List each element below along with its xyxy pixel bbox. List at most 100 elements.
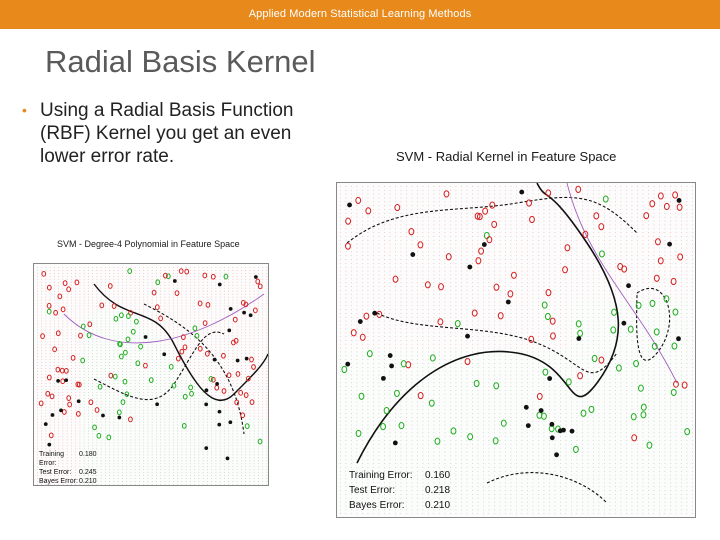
background-grid	[340, 186, 693, 515]
grid-dot	[45, 335, 47, 337]
grid-dot	[113, 269, 115, 271]
grid-dot	[54, 469, 55, 471]
grid-dot	[117, 454, 119, 456]
grid-dot	[37, 445, 38, 447]
grid-dot	[177, 397, 179, 399]
grid-dot	[75, 344, 77, 346]
grid-dot	[160, 380, 162, 381]
grid-dot	[164, 380, 166, 381]
grid-dot	[190, 272, 191, 274]
grid-dot	[139, 394, 140, 396]
grid-dot	[190, 269, 191, 271]
grid-dot	[356, 486, 358, 488]
grid-dot	[177, 374, 179, 375]
grid-dot	[177, 380, 179, 381]
grid-dot	[367, 459, 369, 461]
grid-dot	[66, 439, 68, 441]
grid-dot	[105, 281, 106, 283]
grid-dot	[202, 317, 204, 319]
grid-dot	[207, 341, 208, 343]
grid-dot	[378, 189, 380, 191]
grid-dot	[45, 445, 47, 447]
grid-dot	[151, 311, 153, 313]
grid-dot	[345, 328, 347, 330]
grid-dot	[88, 350, 89, 352]
grid-dot	[258, 341, 259, 343]
grid-dot	[219, 365, 221, 366]
grid-dot	[75, 451, 77, 453]
grid-dot	[215, 347, 217, 349]
grid-dot	[113, 341, 115, 343]
grid-dot	[173, 403, 174, 405]
grid-dot	[219, 341, 221, 343]
red-observation	[163, 272, 168, 279]
grid-dot	[151, 374, 153, 375]
grid-dot	[202, 448, 204, 450]
grid-dot	[100, 430, 102, 432]
grid-dot	[164, 442, 166, 444]
grid-dot	[113, 326, 115, 328]
grid-dot	[156, 374, 157, 375]
grid-dot	[241, 293, 242, 295]
grid-dot	[249, 356, 251, 358]
green-observation	[208, 376, 214, 382]
red-observation	[235, 371, 241, 377]
grid-dot	[249, 472, 251, 474]
grid-dot	[249, 430, 251, 432]
grid-dot	[211, 368, 213, 369]
grid-dot	[362, 216, 363, 218]
grid-dot	[139, 383, 140, 384]
grid-dot	[384, 309, 385, 310]
grid-dot	[113, 356, 115, 358]
grid-dot	[168, 314, 170, 316]
grid-dot	[173, 308, 174, 310]
grid-dot	[232, 320, 234, 322]
grid-dot	[139, 463, 140, 465]
grid-dot	[164, 454, 166, 456]
grid-dot	[71, 427, 72, 429]
grid-dot	[113, 320, 115, 322]
grid-dot	[253, 356, 255, 358]
grid-dot	[105, 427, 106, 429]
grid-dot	[378, 205, 380, 207]
grid-dot	[58, 400, 60, 402]
grid-dot	[168, 436, 170, 438]
grid-dot	[378, 470, 380, 472]
grid-dot	[236, 383, 238, 384]
grid-dot	[177, 296, 179, 298]
grid-dot	[177, 481, 179, 482]
grid-dot	[113, 311, 115, 313]
grid-dot	[79, 267, 81, 268]
grid-dot	[190, 418, 191, 420]
grid-dot	[130, 427, 132, 429]
grid-dot	[160, 478, 162, 480]
grid-dot	[122, 386, 123, 387]
grid-dot	[62, 436, 64, 438]
grid-dot	[181, 391, 183, 393]
grid-dot	[173, 406, 174, 408]
grid-dot	[164, 281, 166, 283]
grid-dot	[130, 350, 132, 352]
grid-dot	[215, 353, 217, 355]
grid-dot	[340, 359, 341, 361]
grid-dot	[253, 418, 255, 420]
grid-dot	[181, 394, 183, 396]
grid-dot	[367, 305, 369, 307]
grid-dot	[160, 448, 162, 450]
grid-dot	[45, 353, 47, 355]
grid-dot	[340, 494, 341, 495]
grid-dot	[378, 274, 380, 276]
grid-dot	[228, 338, 230, 340]
grid-dot	[83, 457, 85, 459]
grid-dot	[92, 466, 94, 468]
grid-dot	[58, 338, 60, 340]
grid-dot	[253, 451, 255, 453]
grid-dot	[100, 412, 102, 414]
grid-dot	[160, 472, 162, 474]
grid-dot	[66, 386, 68, 387]
grid-dot	[228, 481, 230, 482]
grid-dot	[215, 332, 217, 334]
grid-dot	[228, 308, 230, 310]
green-observation	[171, 382, 177, 389]
grid-dot	[96, 380, 98, 381]
